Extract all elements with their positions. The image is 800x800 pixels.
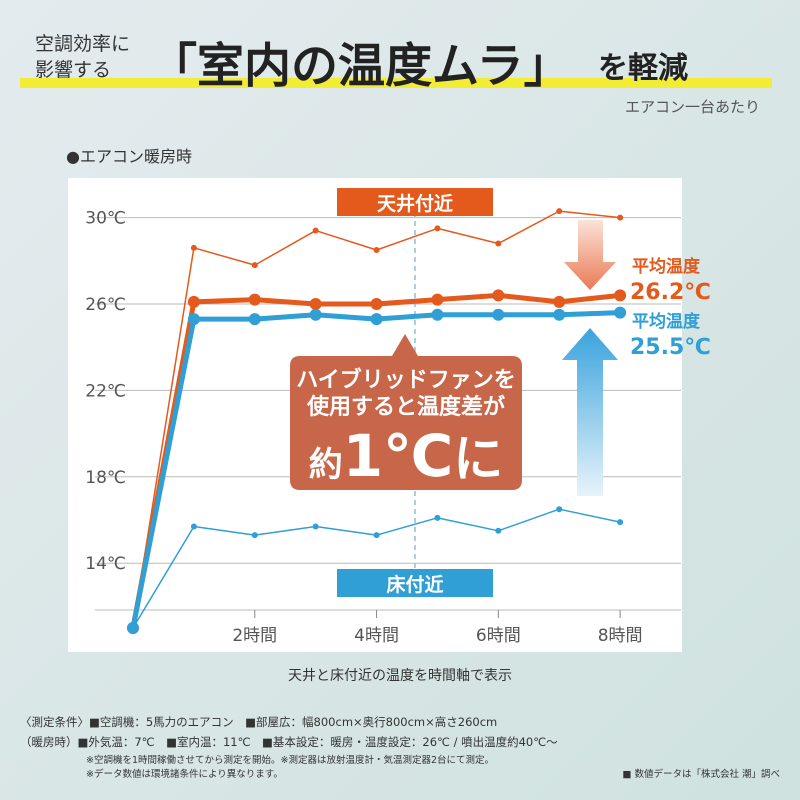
callout-big-part: 1℃ [343, 422, 454, 490]
data-point [127, 622, 139, 634]
callout-big: 約1℃に [309, 422, 504, 490]
data-point [312, 227, 319, 234]
down-arrow [564, 220, 616, 290]
x-tick-label: 4時間 [354, 626, 399, 646]
data-point [431, 293, 444, 306]
series-label: 床付近 [386, 573, 443, 596]
data-point [617, 519, 624, 526]
series-box [337, 188, 493, 216]
data-point [553, 308, 566, 321]
lead-text: 影響する [35, 59, 111, 81]
data-point [556, 208, 563, 215]
data-point [370, 298, 383, 310]
x-tick-label: 8時間 [598, 626, 643, 646]
y-tick-label: 18℃ [85, 468, 126, 488]
callout-big-part: に [453, 430, 503, 488]
data-point [373, 532, 380, 539]
main-title-tail: を軽減 [598, 51, 688, 86]
y-tick-label: 14℃ [85, 554, 126, 574]
x-tick-label: 6時間 [476, 626, 521, 646]
caption: 天井と床付近の温度を時間軸で表示 [288, 668, 512, 684]
data-point [190, 244, 197, 251]
average-label: 26.2℃ [630, 280, 711, 305]
series-box [337, 569, 493, 597]
data-point [187, 313, 200, 326]
chart-title: ●エアコン暖房時 [66, 147, 192, 166]
footnote: （暖房時）■外気温：7℃ ■室内温：11℃ ■基本設定：暖房・温度設定：26℃ … [20, 735, 558, 749]
main-title: 「室内の温度ムラ」 [150, 39, 571, 94]
data-point [248, 313, 261, 326]
highlight-band [20, 78, 772, 88]
plot [127, 208, 627, 634]
data-point [431, 308, 444, 321]
callout-big-part: 約 [309, 445, 343, 485]
data-point [248, 293, 261, 306]
data-point [495, 527, 502, 534]
footnote: ※空調機を1時間稼働させてから測定を開始。※測定器は放射温度計・気温測定器2台に… [86, 754, 494, 766]
y-tick-label: 22℃ [85, 381, 126, 401]
y-tick-label: 30℃ [85, 209, 126, 229]
up-arrow [562, 328, 618, 496]
data-point [495, 240, 502, 247]
series-label: 天井付近 [377, 192, 453, 215]
data-point [614, 289, 627, 302]
data-point [370, 313, 383, 326]
subtitle: エアコン一台あたり [625, 98, 760, 116]
data-point [614, 306, 627, 319]
average-name: 平均温度 [632, 311, 701, 332]
y-tick-label: 26℃ [85, 295, 126, 315]
data-point [190, 523, 197, 530]
footnote: ※データ数値は環境諸条件により異なります。 [86, 768, 283, 780]
data-point [309, 308, 322, 321]
data-point [187, 295, 200, 308]
callout-text: ハイブリッドファンを [296, 367, 516, 393]
data-point [556, 506, 563, 513]
callout-text: 使用すると温度差が [306, 394, 505, 420]
lead-text: 空調効率に [35, 33, 130, 55]
data-point [434, 225, 441, 232]
average-name: 平均温度 [632, 256, 701, 277]
data-point [251, 262, 258, 269]
data-point [434, 514, 441, 521]
source-note: ■ 数値データは「株式会社 潮」調べ [622, 768, 780, 780]
data-point [492, 308, 505, 321]
callout-box [290, 334, 522, 490]
data-point [617, 214, 624, 221]
data-point [373, 247, 380, 253]
data-point [492, 289, 505, 302]
average-label: 25.5℃ [630, 335, 711, 360]
footnote: 〈測定条件〉■空調機：5馬力のエアコン ■部屋広：幅800cm×奥行800cm×… [20, 715, 497, 729]
x-tick-label: 2時間 [232, 626, 277, 646]
data-point [312, 523, 319, 530]
data-point [553, 295, 566, 308]
data-point [309, 298, 322, 310]
data-point [251, 532, 258, 539]
